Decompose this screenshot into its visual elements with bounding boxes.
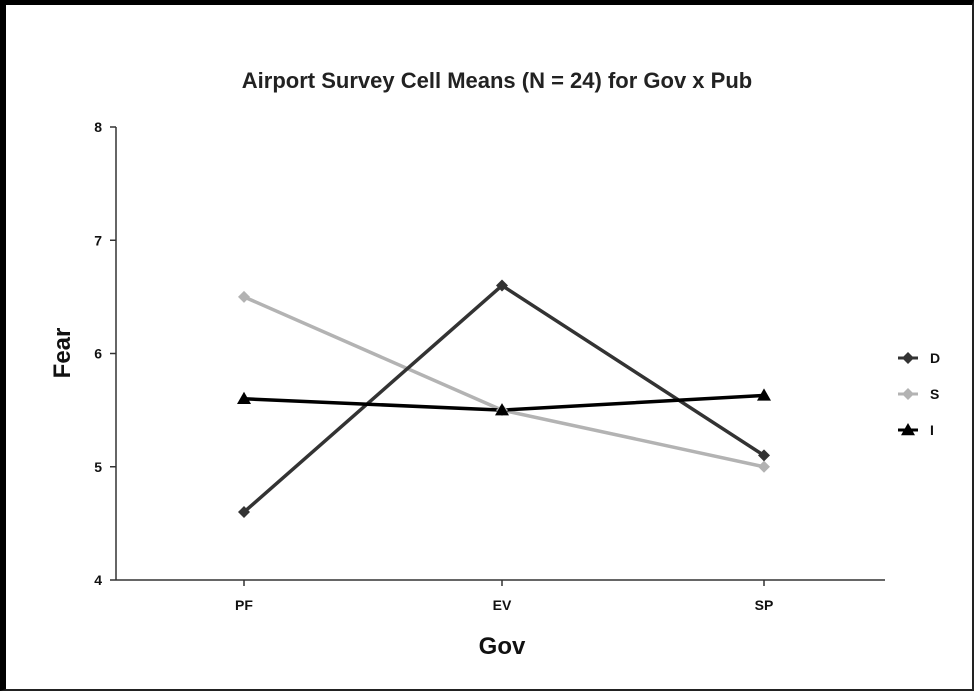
y-tick-label: 7 [94, 232, 102, 248]
y-tick-label: 8 [94, 119, 102, 135]
data-point-i [757, 388, 771, 401]
data-point-i [237, 391, 251, 405]
legend-marker [902, 388, 914, 400]
data-point-s [758, 460, 770, 473]
data-point-d [496, 279, 508, 292]
x-axis-ticks: PF EV SP [235, 580, 773, 613]
legend-label: S [930, 386, 939, 402]
legend: D S I [898, 350, 940, 438]
legend-item-d: D [898, 350, 940, 366]
y-axis-label: Fear [49, 328, 76, 379]
legend-label: D [930, 350, 940, 366]
series-markers [237, 279, 771, 519]
legend-item-s: S [898, 386, 939, 402]
data-point-s [238, 290, 250, 303]
y-tick-label: 5 [94, 459, 102, 475]
chart-title: Airport Survey Cell Means (N = 24) for G… [242, 68, 752, 93]
data-point-d [758, 449, 770, 462]
legend-marker [901, 423, 915, 436]
axes [115, 127, 885, 581]
x-axis-label: Gov [479, 633, 526, 660]
x-tick-label: EV [493, 597, 512, 613]
y-tick-label: 6 [94, 346, 102, 362]
y-tick-label: 4 [94, 572, 102, 588]
data-point-d [238, 506, 250, 519]
legend-label: I [930, 422, 934, 438]
data-point-i [495, 403, 509, 416]
x-tick-label: PF [235, 597, 253, 613]
y-axis-ticks: 4 5 6 7 8 [94, 119, 116, 588]
x-tick-label: SP [755, 597, 774, 613]
legend-marker [902, 352, 914, 364]
series-lines [242, 283, 765, 514]
legend-item-i: I [898, 422, 934, 438]
